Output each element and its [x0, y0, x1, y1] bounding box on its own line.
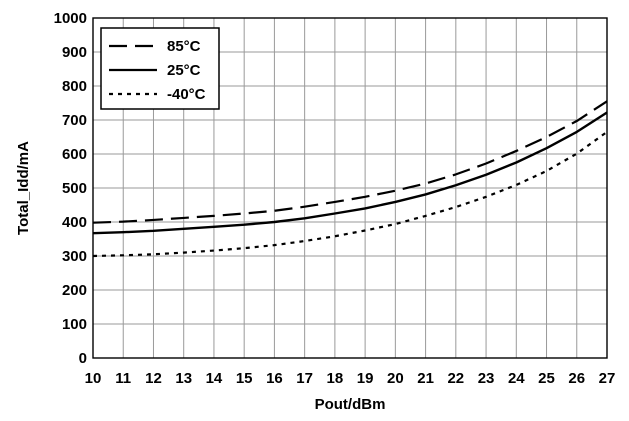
legend: 85°C 25°C -40°C	[100, 27, 220, 110]
y-tick-label: 0	[79, 350, 87, 367]
x-tick-label: 23	[478, 370, 495, 387]
y-tick-label: 600	[62, 146, 87, 163]
y-tick-label: 700	[62, 112, 87, 129]
x-tick-label: 13	[175, 370, 192, 387]
y-tick-label: 500	[62, 180, 87, 197]
x-axis-label: Pout/dBm	[315, 396, 386, 413]
y-axis-label: Total_Idd/mA	[15, 141, 32, 235]
x-tick-label: 20	[387, 370, 404, 387]
y-tick-label: 400	[62, 214, 87, 231]
y-tick-labels: 0 100 200 300 400 500 600 700 800 900 1000	[54, 10, 87, 367]
plot-frame	[92, 17, 608, 359]
x-tick-label: 19	[357, 370, 374, 387]
x-tick-label: 14	[206, 370, 223, 387]
x-tick-label: 24	[508, 370, 525, 387]
x-tick-labels: 10 11 12 13 14 15 16 17 18 19 20 21 22 23 24 25 26 27	[85, 370, 616, 387]
x-tick-label: 27	[599, 370, 616, 387]
x-tick-label: 26	[568, 370, 585, 387]
x-tick-label: 12	[145, 370, 162, 387]
x-tick-label: 10	[85, 370, 102, 387]
series-line-0	[92, 100, 608, 224]
x-tick-label: 11	[115, 370, 131, 387]
legend-label-85c: 85°C	[167, 38, 201, 55]
x-tick-label: 25	[538, 370, 555, 387]
x-tick-label: 16	[266, 370, 283, 387]
y-tick-label: 900	[62, 44, 87, 61]
y-tick-label: 300	[62, 248, 87, 265]
y-tick-label: 200	[62, 282, 87, 299]
y-tick-label: 100	[62, 316, 87, 333]
legend-label-25c: 25°C	[167, 62, 201, 79]
series-lines	[92, 100, 608, 258]
x-tick-label: 18	[327, 370, 344, 387]
x-tick-label: 15	[236, 370, 253, 387]
x-tick-label: 21	[417, 370, 434, 387]
y-tick-label: 1000	[54, 10, 87, 27]
series-line-1	[92, 111, 608, 235]
legend-box	[100, 27, 220, 110]
y-tick-label: 800	[62, 78, 87, 95]
x-tick-label: 17	[296, 370, 313, 387]
legend-label-minus40c: -40°C	[167, 86, 206, 103]
x-tick-label: 22	[447, 370, 464, 387]
